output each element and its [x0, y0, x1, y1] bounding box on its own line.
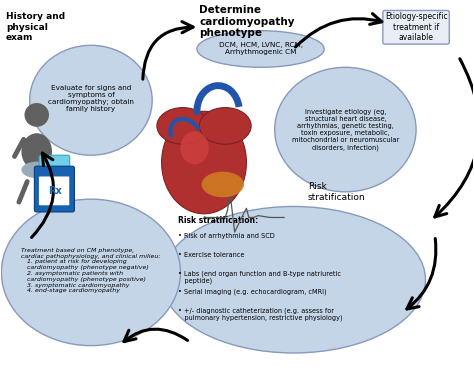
Text: Risk stratification:: Risk stratification:	[178, 215, 258, 225]
FancyArrowPatch shape	[295, 14, 382, 47]
Text: Etiology-specific
treatment if
available: Etiology-specific treatment if available	[385, 13, 447, 42]
Text: • Serial imaging (e.g. echocardiogram, cMRI): • Serial imaging (e.g. echocardiogram, c…	[178, 289, 327, 295]
Text: Investigate etiology (eg,
structural heart disease,
arrhythmias, genetic testing: Investigate etiology (eg, structural hea…	[292, 108, 399, 151]
Ellipse shape	[162, 111, 246, 214]
Ellipse shape	[25, 103, 49, 127]
Ellipse shape	[197, 31, 324, 67]
Ellipse shape	[30, 45, 152, 155]
Text: • Exercise tolerance: • Exercise tolerance	[178, 252, 245, 258]
Ellipse shape	[201, 172, 244, 197]
Ellipse shape	[1, 199, 181, 346]
FancyBboxPatch shape	[39, 155, 70, 170]
FancyArrowPatch shape	[46, 182, 55, 202]
Ellipse shape	[181, 131, 209, 164]
Ellipse shape	[199, 108, 251, 144]
Ellipse shape	[162, 207, 426, 353]
FancyArrowPatch shape	[435, 59, 474, 217]
FancyBboxPatch shape	[35, 166, 74, 212]
FancyArrowPatch shape	[124, 329, 188, 342]
Ellipse shape	[275, 67, 416, 192]
FancyArrowPatch shape	[143, 22, 193, 79]
FancyArrowPatch shape	[15, 139, 24, 156]
Text: Treatment based on CM phenotype,
cardiac pathophysiology, and clinical milieu:
 : Treatment based on CM phenotype, cardiac…	[21, 248, 161, 293]
Text: History and
physical
exam: History and physical exam	[6, 13, 65, 42]
FancyArrowPatch shape	[407, 238, 436, 309]
Text: • +/- diagnostic catheterization (e.g. assess for
   pulmonary hypertension, res: • +/- diagnostic catheterization (e.g. a…	[178, 307, 343, 321]
Ellipse shape	[21, 133, 52, 170]
Text: Rx: Rx	[48, 186, 62, 196]
Text: • Risk of arrhythmia and SCD: • Risk of arrhythmia and SCD	[178, 233, 275, 239]
Ellipse shape	[21, 162, 52, 178]
Text: DCM, HCM, LVNC, RCM,
Arrhythmogenic CM: DCM, HCM, LVNC, RCM, Arrhythmogenic CM	[219, 42, 302, 55]
Text: Determine
cardiomyopathy
phenotype: Determine cardiomyopathy phenotype	[199, 5, 295, 38]
FancyBboxPatch shape	[38, 176, 70, 206]
FancyArrowPatch shape	[32, 153, 54, 237]
FancyArrowPatch shape	[19, 182, 27, 202]
Text: Evaluate for signs and
symptoms of
cardiomyopathy; obtain
family history: Evaluate for signs and symptoms of cardi…	[48, 85, 134, 112]
Text: • Labs (end organ function and B-type natriuretic
   peptide): • Labs (end organ function and B-type na…	[178, 270, 341, 284]
Text: Risk
stratification: Risk stratification	[308, 182, 365, 201]
Ellipse shape	[157, 108, 209, 144]
